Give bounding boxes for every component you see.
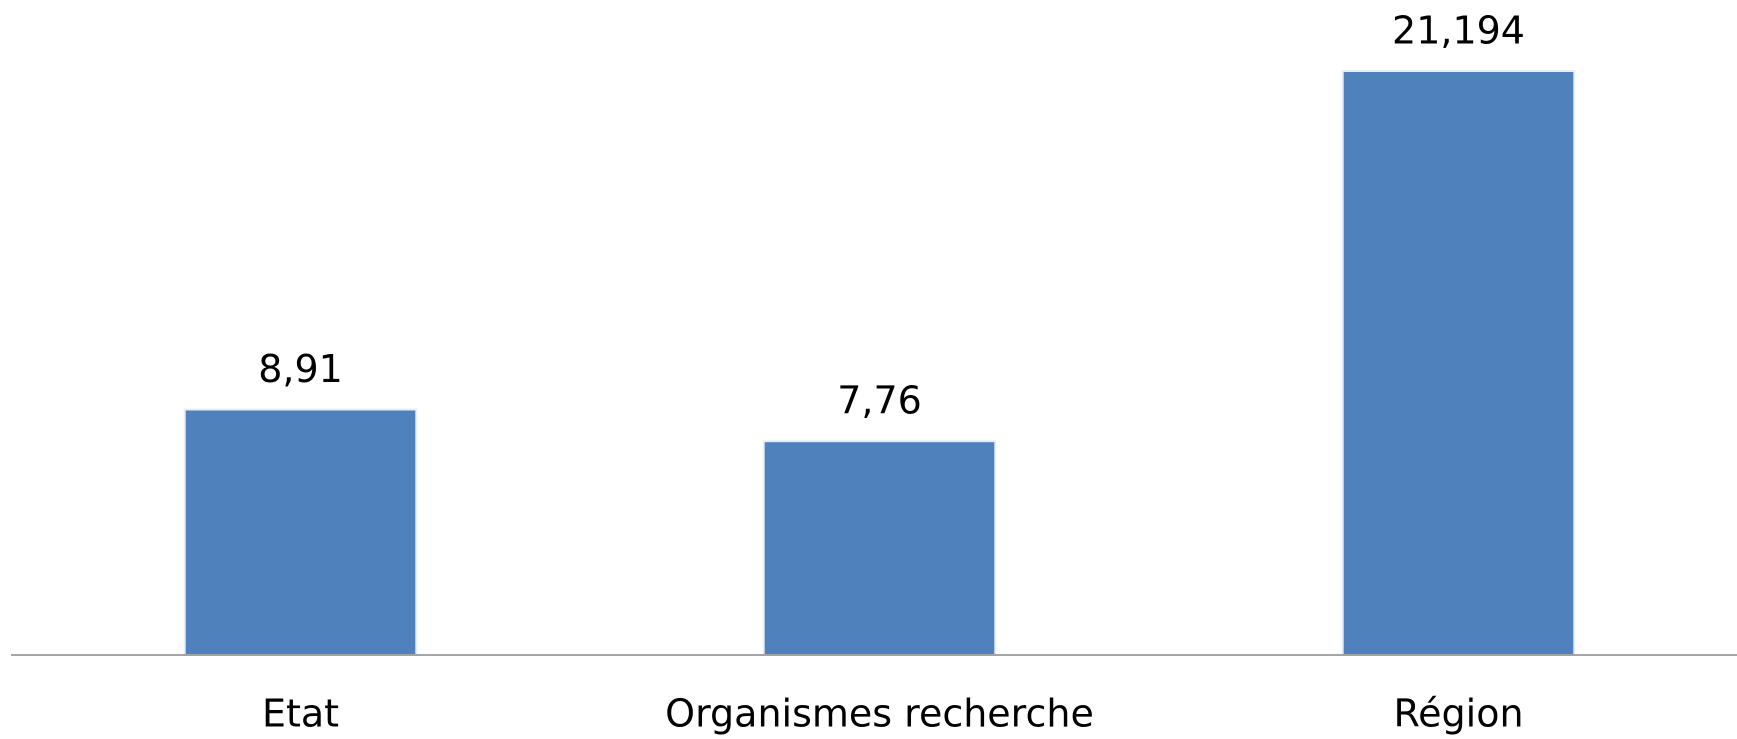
data-label: 21,194 [1392,9,1525,53]
x-tick-label: Organismes recherche [665,692,1094,736]
bar [1341,70,1576,656]
data-label: 7,76 [837,379,922,423]
data-label: 8,91 [258,347,343,391]
bar [183,408,418,656]
bar [762,440,997,656]
x-tick-label: Région [1393,692,1523,736]
x-tick-label: Etat [262,692,339,736]
